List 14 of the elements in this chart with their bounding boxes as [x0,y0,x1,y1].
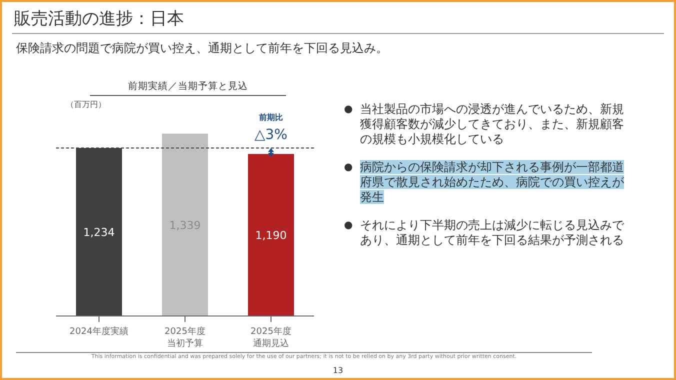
chart-title: 販売活動の進捗：日本 [14,8,184,30]
x-tick-label: 2025年度通期見込 [250,326,292,350]
text: 13 [332,366,344,375]
data-label: 1,190 [255,228,287,242]
text: ●病院からの保険請求が却下される事例が一部都道府県で散見され始めたため、病院での買い控えが発生 [344,160,624,205]
text: 前期実績／当期予算と見込 [90,80,286,96]
x-tick-label: 2024年度実績 [68,326,130,338]
x-tick-label: 2025年度当初予算 [164,326,206,350]
text: ●当社製品の市場への浸透が進んでいるため、新規獲得顧客数が減少してきており、また、新規顧客の規模も小規模化している [344,102,624,147]
text: ●それにより下半期の売上は減少に転じる見込みであり、通期として前年を下回る結果が予測される [344,218,624,248]
y-axis-title: （百万円） [66,99,106,110]
chart-subtitle: 保険請求の問題で病院が買い控え、通期として前年を下回る見込み。 [16,40,388,57]
data-label: 1,234 [83,226,115,239]
annotation: 前期比 △3% [254,112,288,143]
